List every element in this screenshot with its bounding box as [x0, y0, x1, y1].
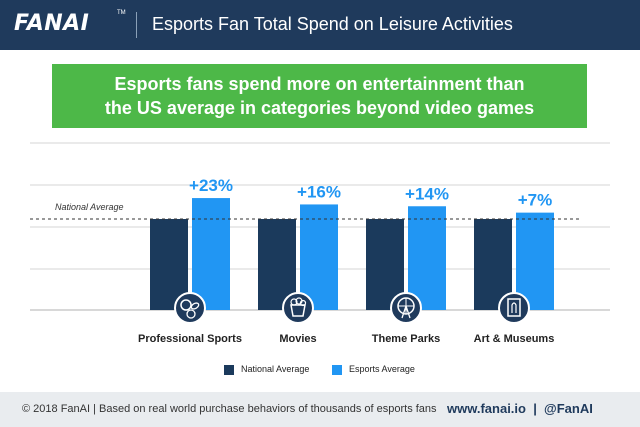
banner-line-2: the US average in categories beyond vide…	[104, 98, 535, 118]
legend-label-esports: Esports Average	[349, 364, 415, 374]
category-label-0: Professional Sports	[138, 333, 242, 345]
legend-swatch-esports	[332, 365, 342, 375]
legend-swatch-national	[224, 365, 234, 375]
spend-bar-chart: +23% Professional Sports +16% Movies +14% The…	[30, 142, 610, 345]
bar-esports-2	[408, 206, 446, 310]
header-divider	[136, 12, 137, 38]
bar-esports-1	[300, 204, 338, 310]
headline-banner: Esports fans spend more on entertainment…	[52, 64, 587, 128]
sports-balls-icon	[174, 292, 206, 324]
ferris-wheel-icon	[390, 292, 422, 324]
footer-credit: © 2018 FanAI | Based on real world purch…	[22, 403, 437, 415]
fanai-logo: FANAI	[14, 11, 90, 36]
popcorn-icon	[282, 292, 314, 324]
trademark-mark: TM	[117, 10, 126, 16]
reference-line-label: National Average	[55, 202, 124, 212]
footer-bar: © 2018 FanAI | Based on real world purch…	[0, 392, 640, 427]
chart-legend: National Average Esports Average	[224, 364, 424, 378]
banner-line-1: Esports fans spend more on entertainment…	[114, 74, 525, 94]
legend-label-national: National Average	[241, 364, 310, 374]
category-label-2: Theme Parks	[372, 333, 440, 345]
data-label-3: +7%	[518, 191, 553, 210]
data-label-1: +16%	[297, 182, 341, 201]
data-label-2: +14%	[405, 184, 449, 203]
data-label-0: +23%	[189, 176, 233, 195]
category-label-1: Movies	[279, 333, 316, 345]
page-title: Esports Fan Total Spend on Leisure Activ…	[152, 14, 513, 34]
bar-esports-3	[516, 212, 554, 310]
footer-links: www.fanai.io | @FanAI	[447, 401, 593, 416]
art-frame-icon	[498, 292, 530, 324]
category-label-3: Art & Museums	[474, 333, 555, 345]
header-bar: FANAI TM Esports Fan Total Spend on Leis…	[0, 0, 640, 50]
bar-esports-0	[192, 198, 230, 310]
